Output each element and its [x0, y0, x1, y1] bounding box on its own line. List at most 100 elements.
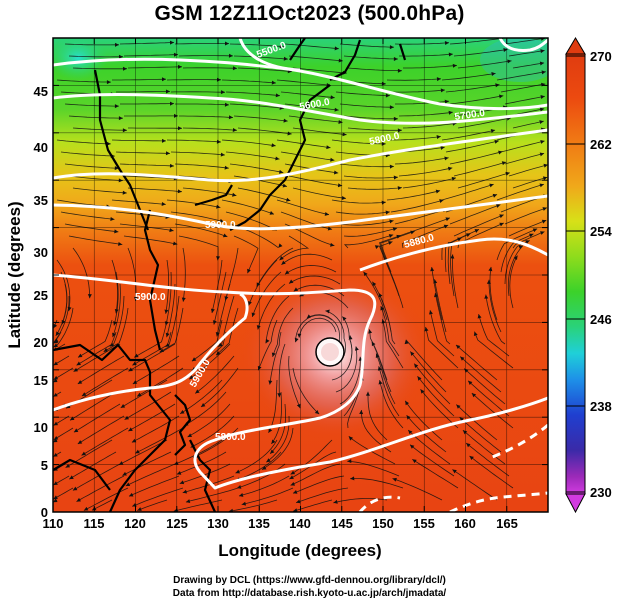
- y-axis-label: Latitude (degrees): [5, 201, 24, 348]
- streamline: [119, 42, 175, 45]
- wind-arrow: [296, 499, 301, 504]
- wind-arrow: [430, 267, 435, 272]
- streamline: [399, 53, 453, 57]
- wind-arrow: [262, 465, 267, 470]
- streamline: [72, 463, 121, 491]
- streamline: [508, 164, 548, 177]
- wind-arrow: [185, 499, 191, 504]
- streamline: [455, 344, 498, 381]
- streamline: [512, 62, 545, 69]
- streamline: [453, 161, 507, 177]
- wind-arrow: [77, 380, 83, 384]
- cyclone-center: [315, 337, 345, 367]
- streamline: [368, 329, 388, 381]
- streamline: [53, 307, 74, 348]
- wind-arrow: [232, 127, 237, 132]
- wind-arrow: [83, 506, 89, 511]
- streamline: [170, 91, 226, 93]
- wind-arrow: [179, 480, 185, 485]
- streamline: [394, 157, 449, 165]
- streamline: [350, 478, 404, 489]
- wind-arrow: [53, 375, 59, 380]
- wind-arrow: [503, 48, 508, 52]
- streamline: [404, 400, 443, 441]
- wind-arrow: [525, 240, 530, 244]
- streamline: [215, 307, 239, 356]
- streamline: [76, 331, 117, 366]
- wind-arrow: [342, 132, 347, 137]
- streamline: [339, 220, 394, 226]
- streamline: [170, 211, 225, 223]
- wind-arrow: [489, 183, 494, 188]
- wind-arrow: [542, 207, 547, 211]
- streamline: [371, 341, 392, 393]
- wind-arrow: [378, 293, 383, 298]
- streamline: [72, 187, 127, 194]
- wind-arrow: [191, 357, 197, 362]
- wind-arrow: [277, 393, 282, 398]
- streamline: [347, 67, 402, 72]
- wind-arrow: [380, 306, 385, 311]
- streamline: [409, 351, 447, 393]
- streamline: [335, 91, 390, 96]
- streamline: [64, 223, 119, 233]
- streamline: [500, 140, 545, 153]
- wind-arrow: [122, 66, 127, 71]
- streamline: [387, 136, 441, 141]
- streamline: [504, 153, 545, 165]
- wind-arrow: [180, 410, 185, 414]
- wind-arrow: [53, 452, 58, 457]
- wind-arrow: [433, 279, 438, 284]
- wind-arrow: [266, 458, 271, 463]
- streamline: [112, 283, 121, 338]
- wind-arrow: [393, 56, 398, 61]
- wind-arrow: [466, 443, 471, 448]
- wind-arrow: [393, 175, 398, 180]
- wind-arrow: [540, 38, 546, 41]
- wind-arrow: [265, 338, 270, 344]
- streamline: [469, 455, 514, 489]
- wind-arrow: [109, 342, 115, 347]
- wind-arrow: [469, 456, 474, 461]
- wind-arrow: [133, 296, 138, 301]
- wind-arrow: [268, 428, 273, 433]
- x-tick-label: 115: [84, 516, 105, 531]
- x-tick-label: 130: [207, 516, 229, 531]
- wind-arrow: [539, 120, 544, 124]
- streamline: [392, 478, 443, 501]
- streamline: [188, 343, 231, 380]
- streamline: [221, 79, 276, 84]
- wind-arrow: [269, 211, 274, 215]
- wind-arrow: [53, 392, 58, 397]
- wind-arrow: [326, 145, 331, 150]
- streamline: [335, 211, 390, 215]
- streamline: [235, 451, 282, 481]
- wind-arrow: [53, 361, 58, 366]
- wind-arrow: [210, 308, 215, 313]
- wind-arrow: [468, 380, 473, 385]
- streamline: [405, 339, 443, 381]
- streamline: [111, 199, 166, 205]
- wind-arrow: [125, 482, 131, 487]
- streamline: [221, 139, 276, 147]
- streamline: [378, 235, 401, 273]
- streamline: [335, 346, 358, 393]
- wind-arrow: [393, 116, 398, 121]
- streamline: [56, 259, 71, 312]
- streamline: [111, 139, 166, 142]
- streamline: [452, 254, 459, 309]
- streamline: [401, 224, 449, 249]
- streamline: [279, 235, 310, 261]
- contour-label: 5900.0: [205, 220, 236, 231]
- streamline: [380, 305, 400, 357]
- streamline: [60, 151, 115, 157]
- wind-arrow: [342, 316, 347, 321]
- streamline: [409, 444, 455, 477]
- wind-arrow: [414, 363, 419, 368]
- wind-arrow: [389, 164, 394, 169]
- wind-arrow: [385, 210, 390, 215]
- streamline: [434, 292, 451, 345]
- wind-arrows: [53, 38, 548, 512]
- streamline: [347, 127, 402, 131]
- wind-arrow: [182, 489, 188, 494]
